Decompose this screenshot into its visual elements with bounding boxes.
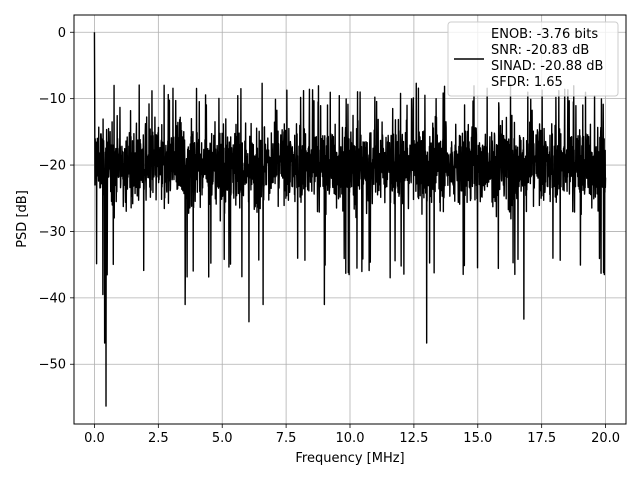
x-tick-label: 12.5 <box>399 431 428 446</box>
y-tick-label: −10 <box>39 92 66 107</box>
y-tick-label: −20 <box>39 159 66 174</box>
y-tick-label: −30 <box>39 225 66 240</box>
x-tick-label: 15.0 <box>463 431 492 446</box>
x-tick-label: 5.0 <box>212 431 233 446</box>
x-axis-ticks: 0.0 2.5 5.0 7.5 10.0 12.5 15.0 17.5 20.0 <box>84 424 620 446</box>
x-tick-label: 2.5 <box>148 431 169 446</box>
x-tick-label: 7.5 <box>276 431 297 446</box>
legend-text-snr: SNR: -20.83 dB <box>491 43 589 58</box>
x-tick-label: 17.5 <box>527 431 556 446</box>
legend-text-enob: ENOB: -3.76 bits <box>491 27 598 42</box>
legend-box <box>447 21 619 97</box>
y-axis-ticks: 0 −10 −20 −30 −40 −50 <box>39 26 74 373</box>
legend-text-sfdr: SFDR: 1.65 <box>491 75 563 90</box>
series-line <box>93 32 607 407</box>
y-tick-label: −40 <box>39 291 66 306</box>
legend: ENOB: -3.76 bits SNR: -20.83 dB SINAD: -… <box>447 21 619 97</box>
series-noise-spectrum <box>93 32 607 407</box>
legend-text-sinad: SINAD: -20.88 dB <box>491 59 603 74</box>
y-tick-label: 0 <box>58 26 66 41</box>
y-axis-label: PSD [dB] <box>15 190 30 248</box>
x-tick-label: 20.0 <box>591 431 620 446</box>
y-tick-label: −50 <box>39 358 66 373</box>
x-axis-label: Frequency [MHz] <box>295 451 404 466</box>
x-tick-label: 10.0 <box>336 431 365 446</box>
x-tick-label: 0.0 <box>84 431 105 446</box>
